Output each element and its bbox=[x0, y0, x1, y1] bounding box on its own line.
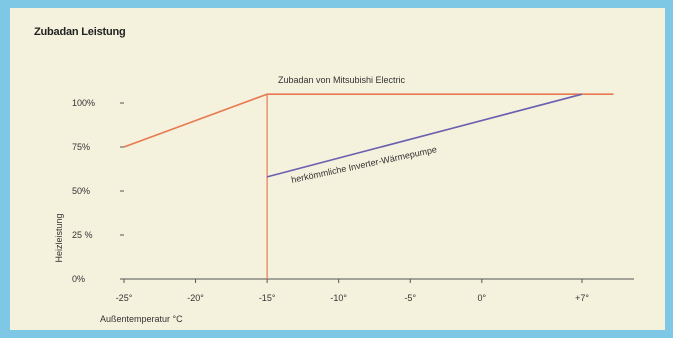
y-tick-label: 0% bbox=[72, 274, 85, 284]
chart-title: Zubadan Leistung bbox=[34, 26, 126, 38]
x-tick-label: -20° bbox=[187, 293, 204, 303]
x-tick-label: -10° bbox=[330, 293, 347, 303]
y-tick-label: 75% bbox=[72, 142, 90, 152]
y-tick-label: 100% bbox=[72, 98, 95, 108]
x-tick-label: -25° bbox=[116, 293, 133, 303]
x-axis-label: Außentemperatur °C bbox=[100, 314, 183, 324]
x-tick-label: 0° bbox=[478, 293, 487, 303]
x-tick-label: -5° bbox=[404, 293, 416, 303]
series-label-zubadan: Zubadan von Mitsubishi Electric bbox=[278, 75, 406, 85]
marks-group bbox=[123, 93, 614, 279]
series-line-inverter bbox=[266, 93, 583, 178]
chart-frame: Zubadan Leistung bbox=[10, 8, 665, 330]
labels-group: 0% 25 % 50% 75% 100% -25° -20° -15° -10° -5° 0° +7°… bbox=[54, 75, 589, 324]
axes-group bbox=[120, 102, 634, 283]
x-tick-label: +7° bbox=[575, 293, 589, 303]
y-axis-label: Heizleistung bbox=[54, 213, 64, 262]
x-tick-label: -15° bbox=[259, 293, 276, 303]
y-tick-label: 25 % bbox=[72, 230, 93, 240]
y-tick-label: 50% bbox=[72, 186, 90, 196]
series-line-zubadan bbox=[123, 93, 614, 148]
